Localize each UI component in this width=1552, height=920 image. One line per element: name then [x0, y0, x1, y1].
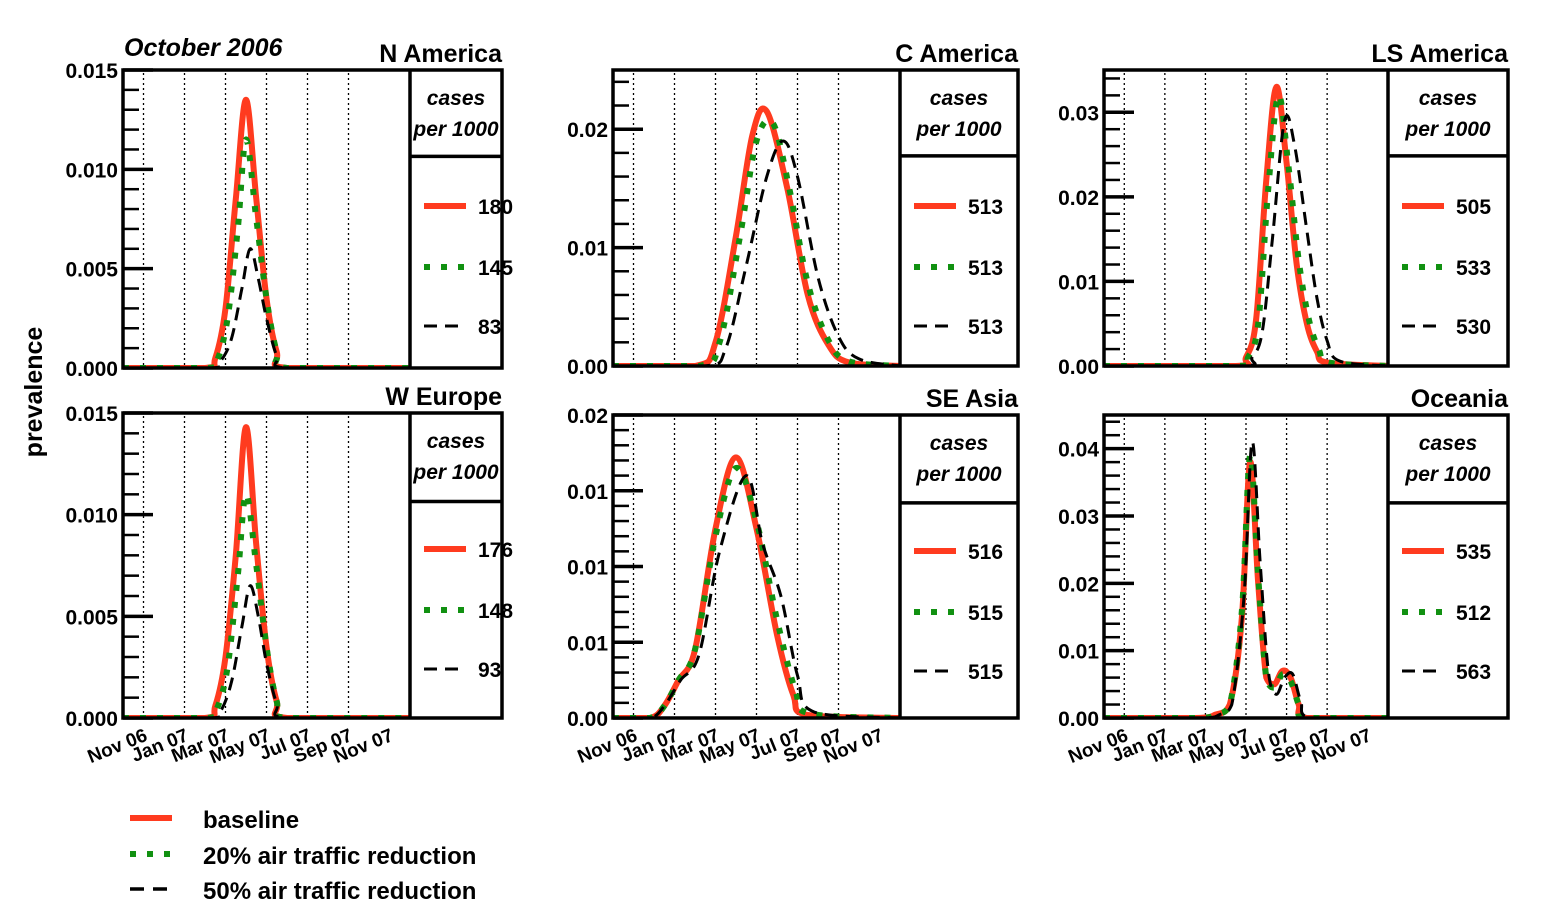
y-tick-label: 0.015: [65, 60, 118, 83]
panel-title: LS America: [1371, 40, 1509, 68]
panel-title: SE Asia: [926, 385, 1019, 413]
series-line-50pct: [613, 474, 900, 718]
y-tick-label: 0.02: [1058, 573, 1099, 596]
panel-frame: [121, 68, 504, 370]
y-tick-label: 0.02: [567, 119, 608, 142]
series-layer: [613, 105, 900, 366]
panel-frame: [121, 411, 504, 720]
legend-row-value: 93: [478, 659, 501, 682]
y-tick-label: 0.00: [1058, 708, 1099, 731]
panel-oceania: 0.00 0.01 0.02 0.03 0.04 cases per 1000 535 512 5…: [1058, 385, 1510, 768]
legend-header-cases: cases: [427, 87, 485, 110]
legend-row-value: 563: [1456, 661, 1491, 684]
series-line-20pct: [613, 117, 900, 366]
series-line-20pct: [1104, 452, 1388, 718]
y-tick-label: 0.00: [1058, 356, 1099, 379]
y-tick-label: 0.000: [65, 708, 118, 731]
legend-row-value: 530: [1456, 316, 1491, 339]
legend-header-per1000: per 1000: [915, 118, 1002, 141]
y-tick-label: 0.03: [1058, 506, 1099, 529]
legend-header-per1000: per 1000: [915, 463, 1002, 486]
series-line-50pct: [1104, 440, 1388, 718]
y-tick-label: 0.000: [65, 358, 118, 381]
y-tick-label: 0.00: [567, 708, 608, 731]
legend-header-per1000: per 1000: [1404, 463, 1491, 486]
y-tick-label: 0.01: [567, 481, 608, 504]
y-tick-label: 0.00: [567, 356, 608, 379]
panel-c-america: 0.00 0.01 0.02 cases per 1000 513 513 513 C Amer…: [567, 40, 1020, 379]
legend-row-value: 515: [968, 602, 1003, 625]
y-tick-label: 0.01: [567, 632, 608, 655]
legend-label-baseline: baseline: [203, 807, 299, 834]
legend-row-value: 515: [968, 661, 1003, 684]
panel-se-asia: 0.00 0.01 0.01 0.01 0.02 cases per 1000 516 515 5…: [567, 385, 1020, 768]
legend-header-cases: cases: [1419, 432, 1477, 455]
y-tick-label: 0.04: [1058, 439, 1099, 462]
series-layer: [613, 454, 900, 718]
legend-row-value: 145: [478, 257, 513, 280]
legend-header-cases: cases: [427, 430, 485, 453]
legend-row-value: 516: [968, 541, 1003, 564]
panel-title: W Europe: [385, 383, 502, 411]
legend-row-value: 148: [478, 600, 513, 623]
panel-frame: [611, 413, 1020, 720]
series-line-20pct: [613, 465, 900, 718]
panel-title: C America: [895, 40, 1019, 68]
series-layer: [1104, 83, 1388, 366]
series-line-baseline: [613, 105, 900, 366]
y-tick-label: 0.005: [65, 606, 118, 629]
y-tick-label: 0.02: [567, 405, 608, 428]
panel-frame: [611, 68, 1020, 368]
legend-row-value: 176: [478, 539, 513, 562]
series-line-50pct: [123, 247, 410, 368]
legend-row-value: 535: [1456, 541, 1491, 564]
panel-w-europe: 0.000 0.005 0.010 0.015 cases per 1000 176 148 9…: [65, 383, 513, 768]
y-tick-label: 0.010: [65, 159, 118, 182]
y-tick-label: 0.03: [1058, 102, 1099, 125]
panel-title: N America: [379, 40, 503, 68]
legend-row-value: 533: [1456, 257, 1491, 280]
legend-header-per1000: per 1000: [1404, 118, 1491, 141]
series-layer: [123, 424, 410, 718]
panel-title: Oceania: [1411, 385, 1509, 413]
legend-row-value: 512: [1456, 602, 1491, 625]
series-line-50pct: [613, 139, 900, 366]
panel-frame: [1102, 68, 1510, 368]
legend-row-value: 513: [968, 196, 1003, 219]
series-layer: [123, 96, 410, 368]
legend-row-value: 513: [968, 257, 1003, 280]
y-tick-label: 0.015: [65, 403, 118, 426]
y-tick-label: 0.01: [1058, 641, 1099, 664]
panel-ls-america: 0.00 0.01 0.02 0.03 cases per 1000 505 533 530 LS…: [1058, 40, 1510, 379]
legend-header-cases: cases: [1419, 87, 1477, 110]
series-line-20pct: [1104, 92, 1388, 366]
panels-layer: 0.000 0.005 0.010 0.015 cases per 1000 180 145 8…: [65, 40, 1510, 768]
series-line-50pct: [1104, 114, 1388, 366]
y-tick-label: 0.01: [1058, 271, 1099, 294]
legend-header-cases: cases: [930, 432, 988, 455]
y-tick-label: 0.02: [1058, 187, 1099, 210]
series-layer: [1104, 440, 1388, 718]
legend-row-value: 513: [968, 316, 1003, 339]
legend-header-per1000: per 1000: [412, 118, 499, 141]
figure-legend: baseline 20% air traffic reduction 50% a…: [130, 807, 476, 905]
date-label: October 2006: [124, 34, 284, 62]
y-tick-label: 0.01: [567, 238, 608, 261]
panel-frame: [1102, 413, 1510, 720]
legend-label-20pct: 20% air traffic reduction: [203, 843, 476, 870]
y-tick-label: 0.005: [65, 259, 118, 282]
legend-header-cases: cases: [930, 87, 988, 110]
legend-row-value: 83: [478, 316, 501, 339]
series-line-20pct: [123, 136, 410, 368]
y-tick-label: 0.010: [65, 505, 118, 528]
legend-label-50pct: 50% air traffic reduction: [203, 878, 476, 905]
y-axis-label: prevalence: [20, 327, 48, 458]
legend-header-per1000: per 1000: [412, 461, 499, 484]
panel-n-america: 0.000 0.005 0.010 0.015 cases per 1000 180 145 8…: [65, 40, 513, 381]
legend-row-value: 180: [478, 196, 513, 219]
legend-row-value: 505: [1456, 196, 1491, 219]
y-tick-label: 0.01: [567, 557, 608, 580]
series-line-50pct: [123, 584, 410, 718]
